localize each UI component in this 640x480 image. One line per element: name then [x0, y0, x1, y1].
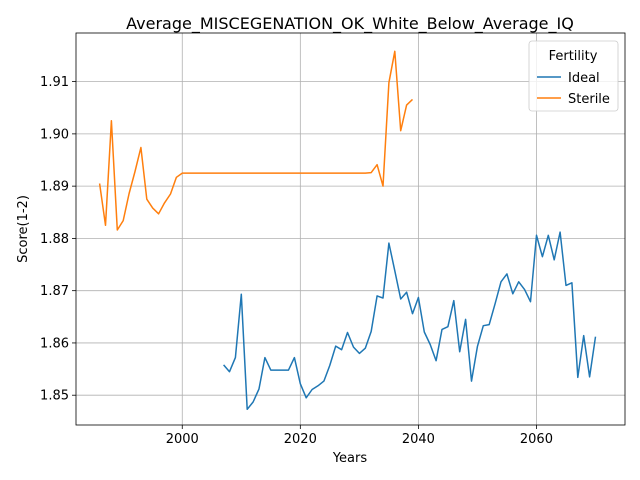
y-axis: 1.85 1.86 1.87 1.88 1.89 1.90 1.91: [40, 75, 76, 404]
chart-title: Average_MISCEGENATION_OK_White_Below_Ave…: [126, 14, 574, 34]
legend-label-sterile: Sterile: [568, 92, 610, 107]
legend-box: [528, 40, 619, 112]
legend-label-ideal: Ideal: [568, 71, 600, 86]
y-tick-label: 1.86: [40, 336, 69, 351]
x-axis: 2000 2020 2040 2060: [166, 425, 553, 447]
series-line-sterile: [98, 50, 414, 231]
x-tick-label: 2040: [402, 432, 435, 447]
legend-title: Fertility: [549, 49, 598, 64]
y-axis-label: Score(1-2): [16, 195, 31, 263]
x-axis-label: Years: [332, 451, 368, 466]
plot-frame: [75, 32, 626, 426]
x-tick-label: 2000: [166, 432, 199, 447]
y-tick-label: 1.89: [40, 180, 69, 195]
x-tick-label: 2060: [520, 432, 553, 447]
x-tick-label: 2020: [284, 432, 317, 447]
y-tick-label: 1.90: [40, 127, 69, 142]
y-tick-label: 1.87: [40, 284, 69, 299]
y-tick-label: 1.88: [40, 232, 69, 247]
y-tick-label: 1.85: [40, 389, 69, 404]
series-lines: [98, 50, 597, 411]
series-line-ideal: [223, 231, 597, 411]
legend: Fertility Ideal Sterile: [528, 40, 619, 112]
y-tick-label: 1.91: [40, 75, 69, 90]
